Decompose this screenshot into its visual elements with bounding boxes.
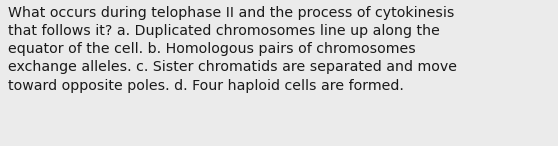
Text: What occurs during telophase II and the process of cytokinesis
that follows it? : What occurs during telophase II and the … (8, 6, 457, 93)
